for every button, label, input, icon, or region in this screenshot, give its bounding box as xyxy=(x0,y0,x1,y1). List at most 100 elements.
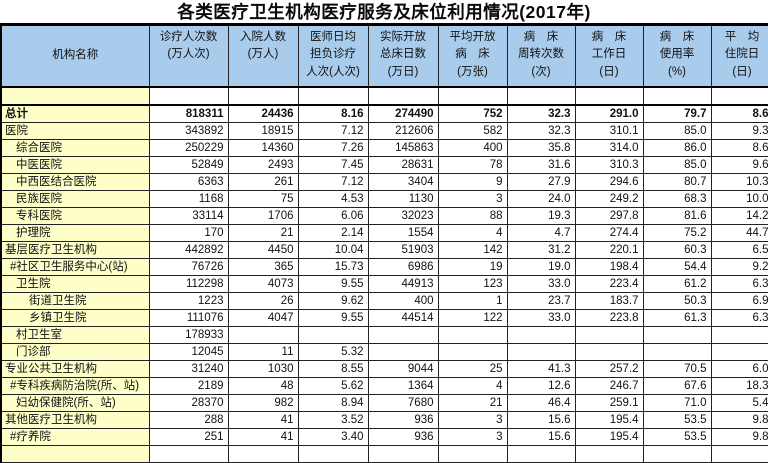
value-cell: 10.04 xyxy=(297,241,369,259)
table-row: 卫生院 112298 4073 9.55 44913 123 33.0 223.4 61.2 6.… xyxy=(0,275,768,293)
value-cell: 24436 xyxy=(227,104,299,123)
value-cell: 122 xyxy=(437,309,508,327)
value-cell: 250229 xyxy=(148,139,229,157)
table-row: 乡镇卫生院 111076 4047 9.55 44514 122 33.0 223.8 61.3… xyxy=(0,309,768,327)
value-cell xyxy=(297,86,369,106)
row-label-cell: #疗养院 xyxy=(0,428,150,446)
value-cell xyxy=(367,86,439,106)
row-label-cell: 乡镇卫生院 xyxy=(0,309,150,327)
value-cell: 178933 xyxy=(148,326,229,344)
value-cell: 442892 xyxy=(148,241,229,259)
value-cell: 752 xyxy=(437,104,508,123)
value-cell xyxy=(367,445,439,463)
value-cell: 310.3 xyxy=(574,156,644,174)
value-cell: 78 xyxy=(437,156,508,174)
value-cell xyxy=(710,86,768,106)
value-cell xyxy=(710,326,768,344)
table-row: 中医医院 52849 2493 7.45 28631 78 31.6 310.3 85.0 9.6 xyxy=(0,156,768,174)
table-row xyxy=(0,445,768,463)
value-cell xyxy=(227,326,299,344)
value-cell: 50.3 xyxy=(642,292,712,310)
column-header-3: 医师日均 担负诊疗 人次(人次) xyxy=(297,23,369,88)
row-label-cell: 专科医院 xyxy=(0,207,150,225)
value-cell xyxy=(574,86,644,106)
value-cell: 7.12 xyxy=(297,122,369,140)
value-cell: 223.8 xyxy=(574,309,644,327)
value-cell: 44.7 xyxy=(710,224,768,242)
value-cell: 1364 xyxy=(367,377,439,395)
row-label-cell xyxy=(0,86,150,106)
value-cell: 1554 xyxy=(367,224,439,242)
value-cell: 53.5 xyxy=(642,428,712,446)
value-cell: 249.2 xyxy=(574,190,644,208)
row-label-cell: 村卫生室 xyxy=(0,326,150,344)
value-cell: 28370 xyxy=(148,394,229,412)
value-cell: 294.6 xyxy=(574,173,644,191)
value-cell: 5.62 xyxy=(297,377,369,395)
value-cell: 3.52 xyxy=(297,411,369,429)
value-cell: 18915 xyxy=(227,122,299,140)
value-cell xyxy=(148,86,229,106)
table-row: 医院 343892 18915 7.12 212606 582 32.3 310.1 85.0 9… xyxy=(0,122,768,140)
value-cell: 11 xyxy=(227,343,299,361)
value-cell: 48 xyxy=(227,377,299,395)
value-cell: 246.7 xyxy=(574,377,644,395)
value-cell: 365 xyxy=(227,258,299,276)
value-cell xyxy=(297,326,369,344)
value-cell: 23.7 xyxy=(506,292,576,310)
value-cell xyxy=(642,343,712,361)
value-cell xyxy=(227,445,299,463)
value-cell: 79.7 xyxy=(642,104,712,123)
value-cell: 183.7 xyxy=(574,292,644,310)
value-cell xyxy=(297,445,369,463)
column-header-0: 机构名称 xyxy=(0,23,150,88)
value-cell: 314.0 xyxy=(574,139,644,157)
value-cell: 9.8 xyxy=(710,411,768,429)
row-label-cell: 医院 xyxy=(0,122,150,140)
value-cell: 15.73 xyxy=(297,258,369,276)
value-cell xyxy=(710,445,768,463)
value-cell: 8.6 xyxy=(710,104,768,123)
value-cell xyxy=(367,343,439,361)
value-cell: 112298 xyxy=(148,275,229,293)
table-body: 总计 818311 24436 8.16 274490 752 32.3 291.0 79.7 8… xyxy=(0,86,768,463)
value-cell: 274490 xyxy=(367,104,439,123)
value-cell: 33114 xyxy=(148,207,229,225)
value-cell: 310.1 xyxy=(574,122,644,140)
table-row: 综合医院 250229 14360 7.26 145863 400 35.8 314.0 86.… xyxy=(0,139,768,157)
row-label-cell: 总计 xyxy=(0,104,150,123)
value-cell: 261 xyxy=(227,173,299,191)
value-cell xyxy=(506,326,576,344)
value-cell: 145863 xyxy=(367,139,439,157)
health-statistics-table: 机构名称 诊疗人次数 (万人次) 入院人数 (万人) 医师日均 担负诊疗 人次(人次)… xyxy=(0,23,768,463)
value-cell: 33.0 xyxy=(506,309,576,327)
value-cell: 7.26 xyxy=(297,139,369,157)
value-cell: 9.55 xyxy=(297,309,369,327)
row-label-cell: 中西医结合医院 xyxy=(0,173,150,191)
value-cell: 85.0 xyxy=(642,156,712,174)
value-cell: 936 xyxy=(367,411,439,429)
row-label-cell: 综合医院 xyxy=(0,139,150,157)
value-cell: 88 xyxy=(437,207,508,225)
value-cell: 53.5 xyxy=(642,411,712,429)
value-cell: 1030 xyxy=(227,360,299,378)
row-label-cell: #社区卫生服务中心(站) xyxy=(0,258,150,276)
value-cell: 5.32 xyxy=(297,343,369,361)
column-header-1: 诊疗人次数 (万人次) xyxy=(148,23,229,88)
value-cell: 46.4 xyxy=(506,394,576,412)
value-cell: 4.53 xyxy=(297,190,369,208)
column-header-8: 病 床 使用率 (%) xyxy=(642,23,712,88)
table-row: 街道卫生院 1223 26 9.62 400 1 23.7 183.7 50.3 6.9 xyxy=(0,292,768,310)
value-cell: 582 xyxy=(437,122,508,140)
value-cell: 198.4 xyxy=(574,258,644,276)
value-cell: 1 xyxy=(437,292,508,310)
value-cell: 257.2 xyxy=(574,360,644,378)
value-cell: 52849 xyxy=(148,156,229,174)
value-cell: 6363 xyxy=(148,173,229,191)
column-header-9: 平 均 住院日 (日) xyxy=(710,23,768,88)
value-cell: 26 xyxy=(227,292,299,310)
value-cell: 123 xyxy=(437,275,508,293)
value-cell: 32.3 xyxy=(506,122,576,140)
value-cell: 15.6 xyxy=(506,411,576,429)
value-cell: 75 xyxy=(227,190,299,208)
